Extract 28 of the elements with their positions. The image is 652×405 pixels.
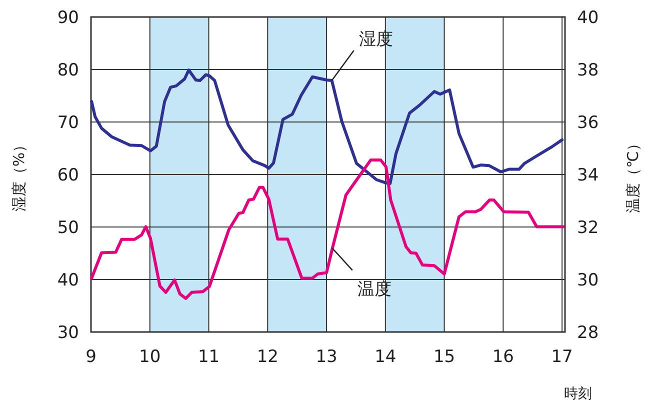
y2-axis-title: 温度（℃）: [624, 136, 642, 213]
x-tick-label: 17: [551, 347, 573, 367]
line-series: [90, 158, 565, 300]
y-tick-label: 30: [57, 323, 79, 343]
y2-tick-label: 40: [577, 8, 599, 28]
y2-tick-label: 36: [577, 113, 599, 133]
x-tick-label: 11: [198, 347, 220, 367]
y2-tick-label: 32: [577, 218, 599, 238]
y-tick-label: 40: [57, 270, 79, 290]
x-tick-label: 10: [139, 347, 161, 367]
y2-tick-label: 30: [577, 270, 599, 290]
x-tick-label: 9: [86, 347, 96, 367]
y2-tick-label: 38: [577, 60, 599, 80]
y-tick-label: 50: [57, 218, 79, 238]
y-axis-title: 湿度（%）: [10, 137, 28, 212]
y2-tick-label: 28: [577, 323, 599, 343]
x-tick-label: 13: [316, 347, 338, 367]
y2-tick-label: 34: [577, 166, 599, 186]
x-tick-label: 14: [374, 347, 396, 367]
line-series: [90, 68, 564, 185]
x-tick-label: 12: [256, 347, 278, 367]
x-axis-title: 時刻: [564, 386, 592, 402]
x-tick-label: 16: [492, 347, 514, 367]
y-tick-label: 70: [57, 113, 79, 133]
y-tick-label: 80: [57, 60, 79, 80]
y-tick-label: 90: [57, 8, 79, 28]
x-tick-label: 15: [433, 347, 456, 367]
y-tick-label: 60: [57, 166, 79, 186]
